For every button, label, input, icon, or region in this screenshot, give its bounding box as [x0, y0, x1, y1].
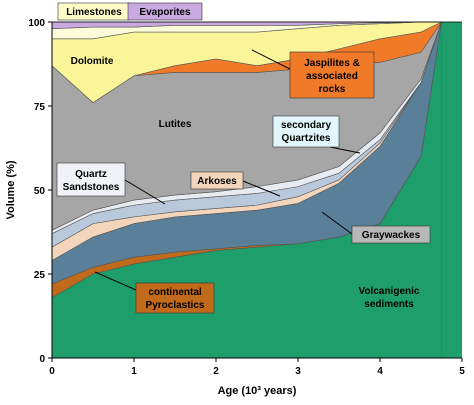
- y-axis-title: Volume (%): [5, 160, 17, 219]
- leader-line-secondary: [329, 146, 361, 154]
- label-lutites: Lutites: [159, 119, 192, 130]
- label-volcanigenic: Volcanigenic: [359, 286, 420, 297]
- label-continental-line2: Pyroclastics: [146, 300, 205, 311]
- label-secondary-line2: Quartzites: [282, 133, 331, 144]
- label-volcanigenic-line2: sediments: [364, 299, 414, 310]
- label-jaspilites: Jaspilites &: [304, 58, 360, 69]
- label-box-continental: [135, 282, 215, 314]
- x-tick-label: 1: [131, 366, 137, 377]
- x-tick-label: 4: [377, 366, 383, 377]
- label-box-jaspilites: [289, 51, 375, 99]
- y-tick-label: 75: [34, 102, 46, 113]
- area-volcanigenic-sediments-tail: [441, 22, 462, 358]
- annotation-labels: Limestones Evaporites Dolomite Jaspilites &…: [56, 2, 431, 314]
- label-limestones: Limestones: [66, 7, 122, 18]
- label-quartz-line2: Sandstones: [63, 182, 120, 193]
- x-tick-label: 2: [213, 366, 219, 377]
- label-box-quartz: [56, 162, 126, 197]
- label-jaspilites-line3: rocks: [319, 84, 346, 95]
- x-tick-label: 5: [459, 366, 465, 377]
- y-tick-label: 100: [28, 18, 45, 29]
- label-box-evaporites: [127, 2, 203, 21]
- label-secondary: secondary: [281, 120, 331, 131]
- y-tick-label: 50: [34, 186, 46, 197]
- leader-line-continental: [94, 271, 137, 291]
- y-tick-label: 0: [39, 354, 45, 365]
- label-box-secondary: [272, 115, 340, 148]
- leader-line-arkoses: [242, 180, 281, 197]
- label-box-arkoses: [190, 171, 244, 190]
- label-evaporites: Evaporites: [139, 7, 191, 18]
- x-axis-title: Age (10³ years): [218, 385, 297, 397]
- y-tick-label: 25: [34, 270, 46, 281]
- label-box-graywackes: [351, 225, 431, 244]
- x-tick-label: 0: [49, 366, 55, 377]
- label-jaspilites-line2: associated: [306, 71, 358, 82]
- label-quartz: Quartz: [75, 169, 107, 180]
- leader-line-graywackes: [321, 211, 353, 235]
- label-arkoses: Arkoses: [197, 176, 237, 187]
- label-dolomite: Dolomite: [71, 56, 114, 67]
- label-continental: continental: [148, 287, 202, 298]
- x-tick-label: 3: [295, 366, 301, 377]
- label-graywackes: Graywackes: [362, 230, 421, 241]
- leader-line-quartz: [124, 179, 166, 205]
